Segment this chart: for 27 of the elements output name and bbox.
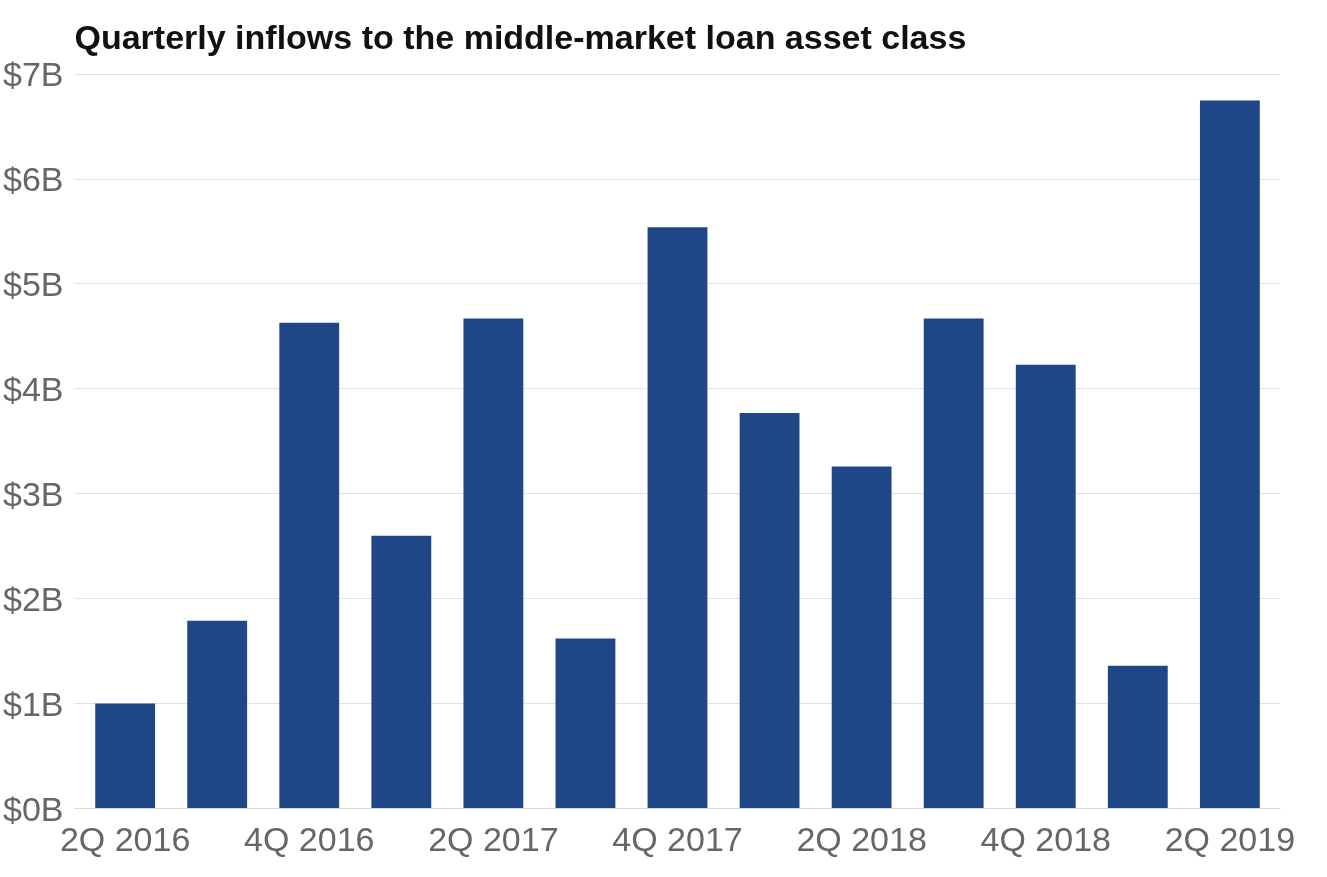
bar xyxy=(95,703,156,809)
bar xyxy=(1015,364,1076,809)
bar xyxy=(647,227,708,809)
bar xyxy=(279,322,340,809)
bar xyxy=(739,413,800,809)
bar xyxy=(187,620,248,809)
bar xyxy=(1199,100,1260,809)
x-tick-label: 4Q 2017 xyxy=(612,819,743,858)
y-tick-label: $6B xyxy=(3,160,64,199)
bar xyxy=(831,466,892,809)
y-tick-label: $5B xyxy=(3,264,64,303)
x-tick-label: 2Q 2017 xyxy=(428,819,559,858)
bar xyxy=(371,535,432,809)
bar xyxy=(463,318,524,809)
bar xyxy=(555,638,616,809)
bar xyxy=(923,318,984,809)
x-tick-label: 2Q 2019 xyxy=(1164,819,1296,858)
bar xyxy=(1107,665,1168,809)
y-tick-label: $4B xyxy=(3,369,64,408)
x-tick-label: 4Q 2018 xyxy=(980,819,1111,858)
y-tick-label: $7B xyxy=(3,55,64,94)
y-tick-label: $2B xyxy=(3,579,64,618)
x-tick-label: 2Q 2018 xyxy=(796,819,927,858)
y-tick-label: $1B xyxy=(3,684,64,723)
chart-title: Quarterly inflows to the middle-market loan asset class xyxy=(74,17,967,56)
y-tick-label: $3B xyxy=(3,474,64,513)
x-tick-label: 4Q 2016 xyxy=(244,819,375,858)
